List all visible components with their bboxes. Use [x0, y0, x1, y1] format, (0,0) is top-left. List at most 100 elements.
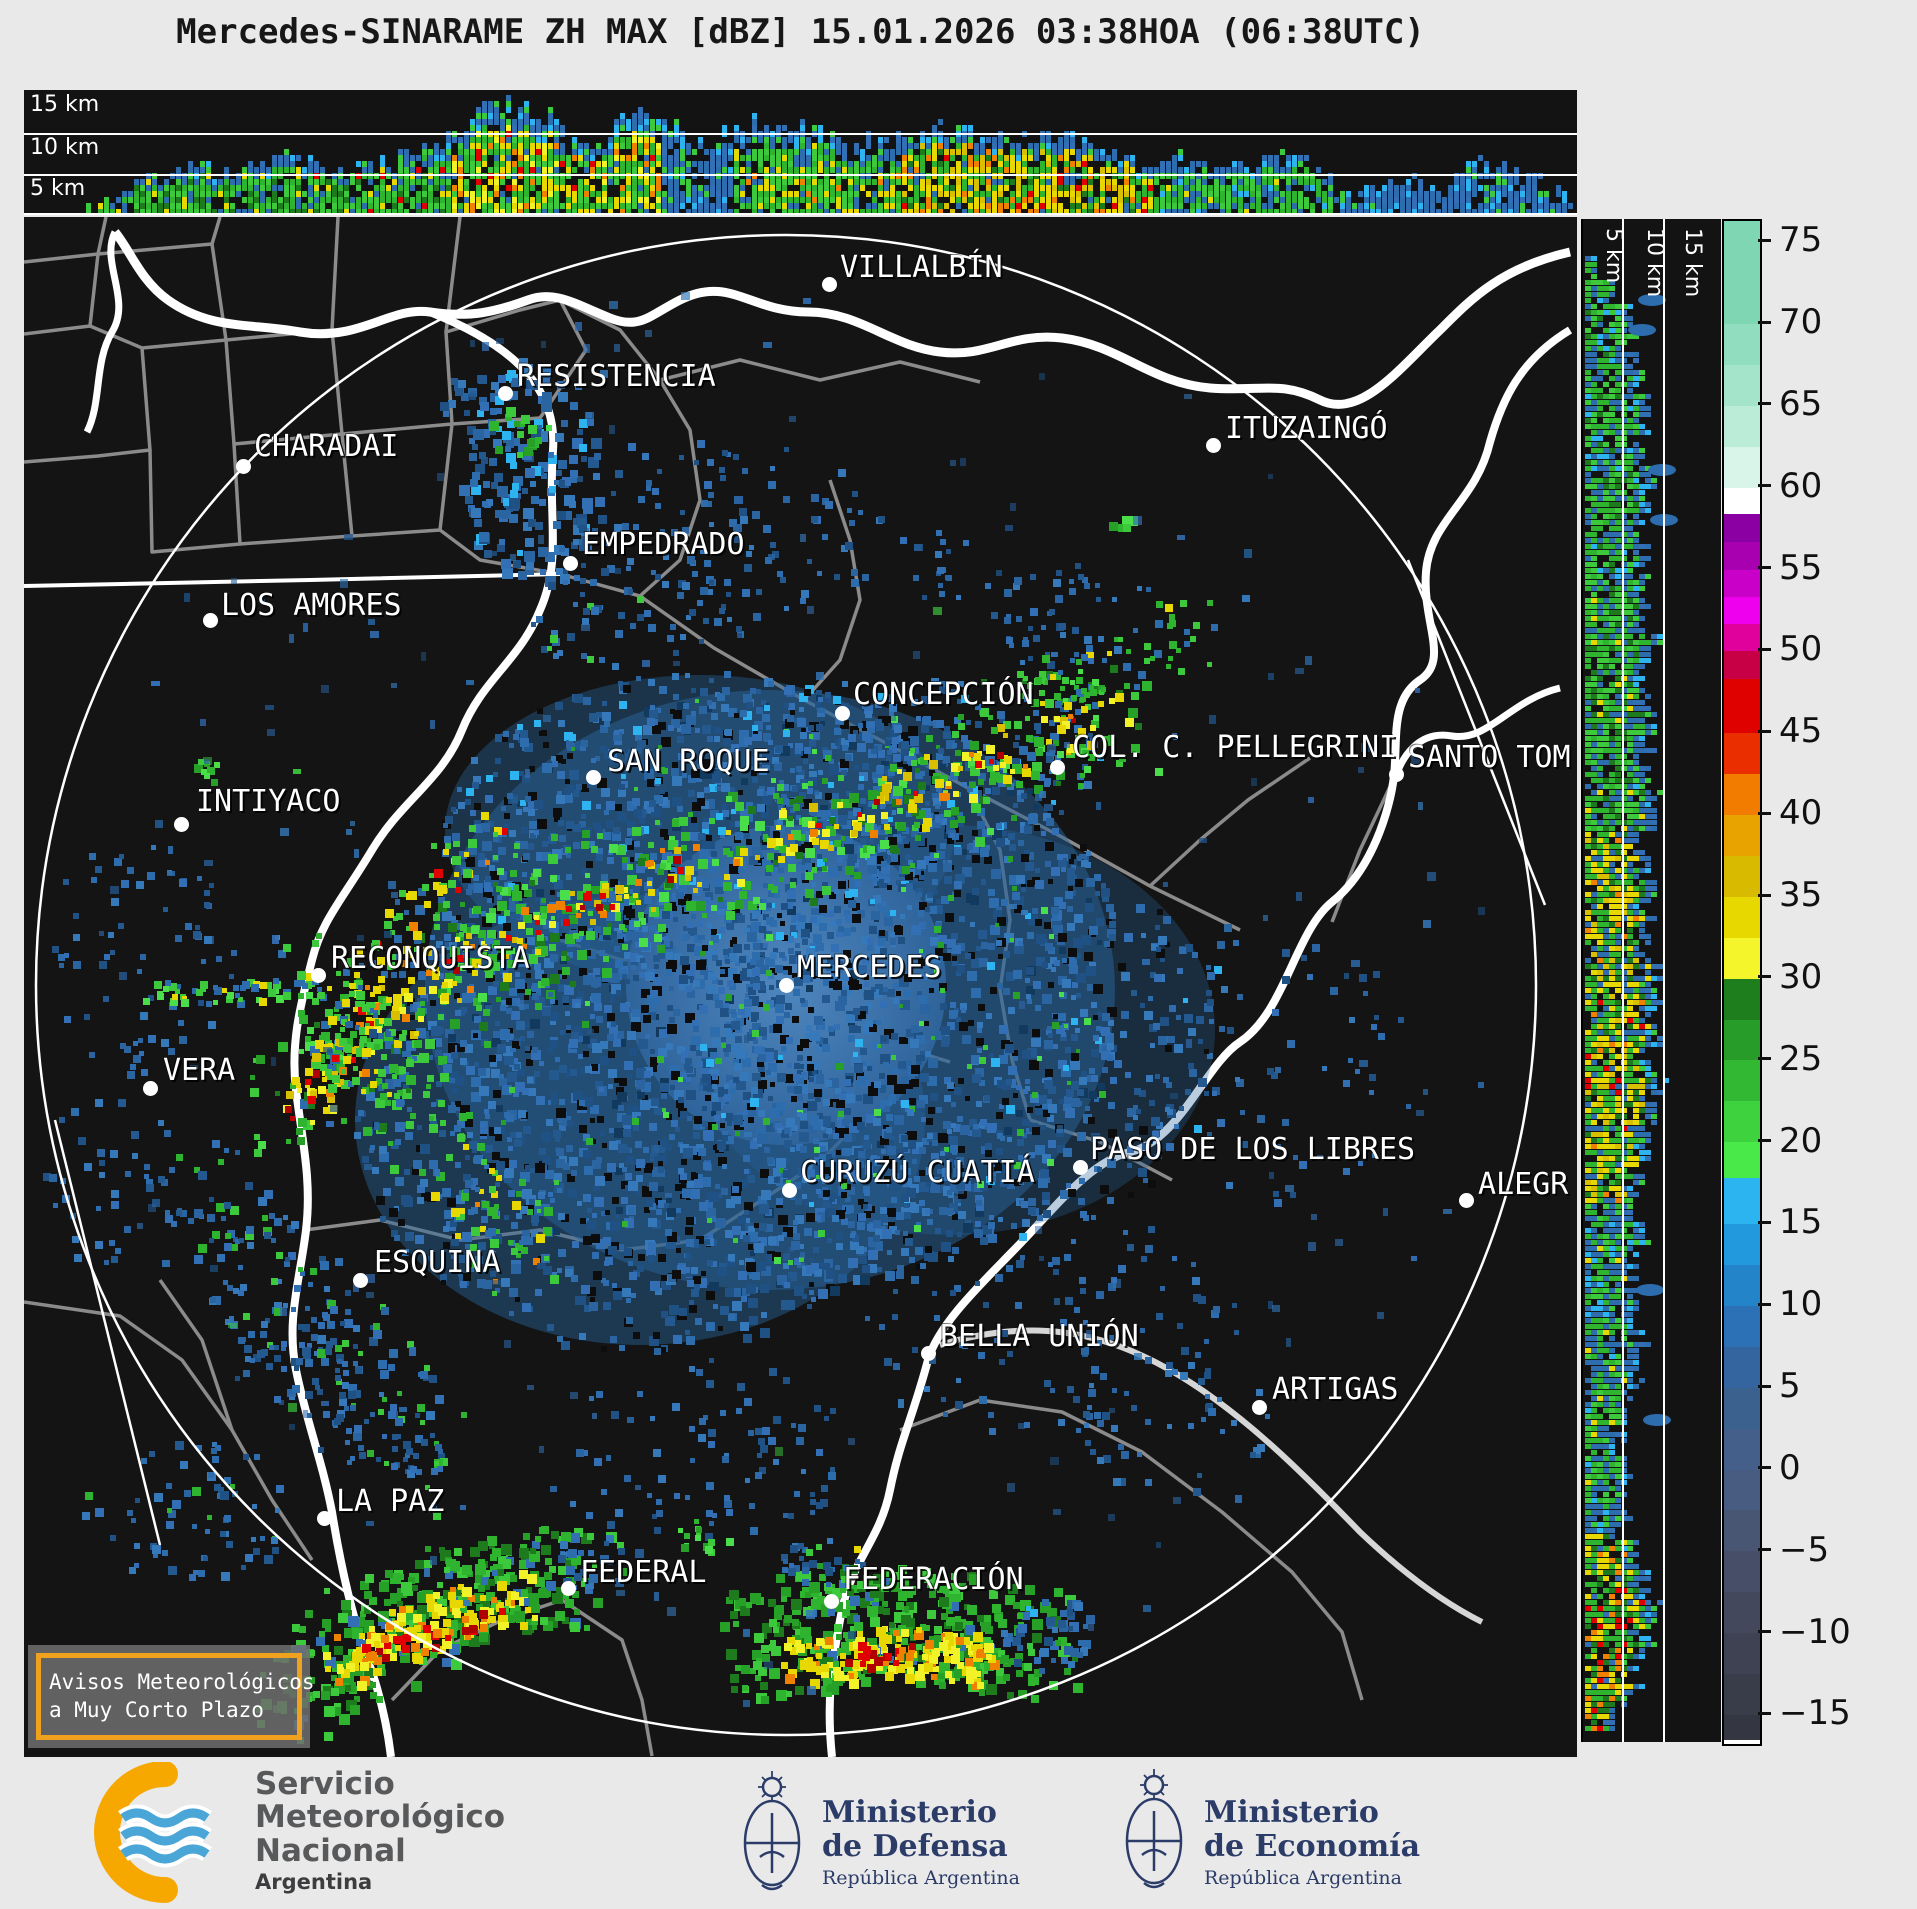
colorbar-tick-mark — [1758, 1548, 1771, 1552]
colorbar-tick-mark — [1758, 1220, 1771, 1224]
colorbar-tick-label: 20 — [1779, 1120, 1823, 1161]
colorbar-tick-mark — [1758, 484, 1771, 488]
economia-subtitle: República Argentina — [1204, 1867, 1402, 1890]
colorbar-tick-label: 30 — [1779, 956, 1823, 997]
colorbar-segment — [1724, 324, 1760, 366]
colorbar-tick-label: 35 — [1779, 875, 1823, 916]
city-label-bella-uni-n: BELLA UNIÓN — [940, 1319, 1139, 1354]
city-dot-esquina — [353, 1273, 368, 1288]
smn-line-3: Nacional — [255, 1832, 406, 1869]
colorbar-tick-label: 5 — [1779, 1366, 1801, 1407]
city-dot-bella-uni-n — [921, 1346, 936, 1361]
colorbar-tick-mark — [1758, 1384, 1771, 1388]
city-label-mercedes: MERCEDES — [797, 950, 942, 985]
city-dot-empedrado — [563, 556, 578, 571]
colorbar-segment — [1724, 597, 1760, 624]
city-dot-resistencia — [498, 386, 513, 401]
colorbar-segment — [1724, 896, 1760, 938]
colorbar-segment — [1724, 978, 1760, 1020]
colorbar-tick-mark — [1758, 1711, 1771, 1715]
city-label-empedrado: EMPEDRADO — [582, 527, 745, 562]
city-label-santo-tom: SANTO TOM — [1408, 740, 1571, 775]
smn-line-1: Servicio — [255, 1766, 395, 1802]
colorbar-tick-label: 10 — [1779, 1284, 1823, 1325]
colorbar-tick-mark — [1758, 238, 1771, 242]
colorbar-segment — [1724, 1714, 1760, 1740]
colorbar-tick-mark — [1758, 811, 1771, 815]
colorbar-segment — [1724, 1592, 1760, 1634]
city-dot-curuz-cuati- — [782, 1183, 797, 1198]
right-altitude-label: 15 km — [1680, 228, 1705, 298]
city-dot-villalb-n — [822, 277, 837, 292]
cross-section-top-plot — [86, 95, 1573, 213]
city-label-col-c-pellegrini: COL. C. PELLEGRINI — [1072, 730, 1398, 765]
smn-country: Argentina — [255, 1870, 373, 1895]
economia-coat-of-arms-icon — [1125, 1769, 1183, 1889]
city-label-san-roque: SAN ROQUE — [607, 744, 770, 779]
cross-section-right-plot — [1585, 256, 1678, 1731]
colorbar-tick-label: 60 — [1779, 465, 1823, 506]
warning-line-2: a Muy Corto Plazo — [49, 1698, 264, 1723]
top-altitude-label: 15 km — [30, 92, 100, 117]
colorbar-tick-label: 55 — [1779, 547, 1823, 588]
cross-section-top-panel — [24, 90, 1577, 215]
colorbar-segment — [1724, 855, 1760, 897]
smn-orange-c — [94, 1762, 178, 1903]
smn-blue-waves — [120, 1808, 210, 1864]
colorbar-segment — [1724, 651, 1760, 680]
colorbar-segment — [1724, 733, 1760, 775]
colorbar-tick-mark — [1758, 975, 1771, 979]
city-label-charadai: CHARADAI — [254, 429, 399, 464]
city-label-concepci-n: CONCEPCIÓN — [853, 677, 1034, 712]
smn-logo-icon — [94, 1762, 212, 1903]
colorbar-segment — [1724, 1510, 1760, 1552]
defensa-line-2: de Defensa — [822, 1828, 1008, 1864]
city-label-vera: VERA — [163, 1053, 236, 1088]
altitude-gridline — [1663, 219, 1665, 1742]
city-dot-concepci-n — [835, 706, 850, 721]
altitude-gridline — [24, 174, 1577, 176]
altitude-gridline — [24, 133, 1577, 135]
top-altitude-label: 10 km — [30, 135, 100, 160]
colorbar-tick-label: 15 — [1779, 1202, 1823, 1243]
top-altitude-label: 5 km — [30, 176, 86, 201]
colorbar-tick-mark — [1758, 320, 1771, 324]
defensa-subtitle: República Argentina — [822, 1867, 1020, 1890]
colorbar-segment — [1724, 1264, 1760, 1306]
footer-logo-strip: Servicio Meteorológico Nacional Argentin… — [0, 1760, 1917, 1909]
colorbar-segment — [1724, 1469, 1760, 1511]
city-dot-la-paz — [317, 1511, 332, 1526]
colorbar-tick-mark — [1758, 893, 1771, 897]
colorbar-segment — [1724, 679, 1760, 734]
colorbar-tick-mark — [1758, 566, 1771, 570]
colorbar-segment — [1724, 623, 1760, 652]
city-dot-paso-de-los-libres — [1073, 1160, 1088, 1175]
economia-wordmark: Ministerio de Economía República Argenti… — [1204, 1796, 1420, 1889]
colorbar-segment — [1724, 541, 1760, 570]
defensa-line-1: Ministerio — [822, 1795, 997, 1830]
city-label-los-amores: LOS AMORES — [221, 588, 402, 623]
city-dot-artigas — [1252, 1400, 1267, 1415]
economia-line-1: Ministerio — [1204, 1795, 1379, 1830]
colorbar-tick-mark — [1758, 1466, 1771, 1470]
city-label-paso-de-los-libres: PASO DE LOS LIBRES — [1090, 1132, 1416, 1167]
colorbar-segment — [1724, 1224, 1760, 1265]
altitude-gridline — [1622, 219, 1624, 1742]
colorbar-segment — [1724, 446, 1760, 488]
colorbar-tick-label: 40 — [1779, 793, 1823, 834]
colorbar-tick-mark — [1758, 1057, 1771, 1061]
colorbar-segment — [1724, 1428, 1760, 1470]
city-dot-san-roque — [586, 770, 601, 785]
colorbar-segment — [1724, 1178, 1760, 1225]
colorbar-segment — [1724, 1674, 1760, 1715]
smn-wordmark: Servicio Meteorológico Nacional Argentin… — [255, 1766, 505, 1895]
colorbar-segment — [1724, 774, 1760, 815]
city-label-ituzaing-: ITUZAINGÓ — [1225, 411, 1388, 446]
city-dot-reconquista — [311, 968, 326, 983]
city-label-alegr: ALEGR — [1478, 1167, 1569, 1202]
colorbar-tick-mark — [1758, 1630, 1771, 1634]
city-label-resistencia: RESISTENCIA — [517, 359, 716, 394]
defensa-coat-of-arms-icon — [743, 1771, 801, 1891]
city-dot-mercedes — [779, 978, 794, 993]
